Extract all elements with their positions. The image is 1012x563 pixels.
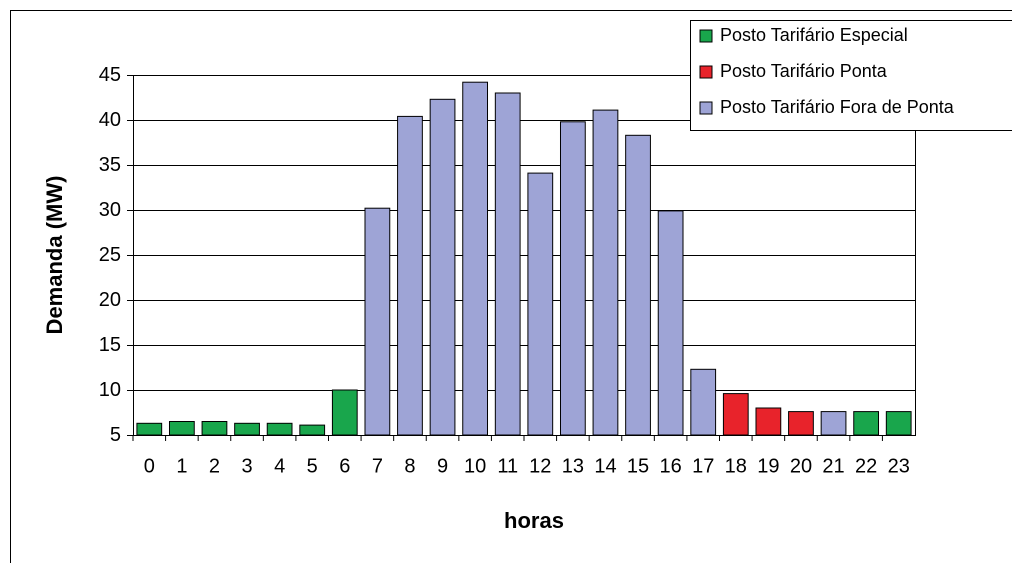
- bar: [494, 92, 521, 436]
- x-tick-label: 15: [627, 455, 649, 477]
- bar: [364, 207, 391, 436]
- legend-label: Posto Tarifário Fora de Ponta: [720, 97, 955, 117]
- bar: [657, 210, 684, 436]
- x-tick-label: 9: [437, 455, 448, 477]
- bar: [592, 109, 619, 436]
- y-tick-label: 45: [99, 64, 121, 86]
- legend-swatch: [699, 101, 713, 115]
- bar: [462, 81, 489, 436]
- x-tick-label: 23: [888, 455, 910, 477]
- bar: [234, 422, 260, 436]
- x-tick-label: 20: [790, 455, 812, 477]
- x-tick-label: 10: [464, 455, 486, 477]
- y-tick-label: 40: [99, 109, 121, 131]
- x-tick-label: 12: [529, 455, 551, 477]
- bar: [527, 172, 554, 436]
- x-tick-label: 0: [144, 455, 155, 477]
- bar: [722, 393, 749, 436]
- x-tick-label: 13: [562, 455, 584, 477]
- bar: [788, 411, 814, 436]
- y-tick-label: 20: [99, 289, 121, 311]
- x-tick-label: 14: [594, 455, 616, 477]
- x-tick-label: 18: [725, 455, 747, 477]
- bar: [397, 115, 423, 436]
- bar: [755, 407, 782, 436]
- bar: [820, 411, 847, 436]
- bar: [559, 121, 586, 436]
- legend-box: [690, 20, 1012, 131]
- x-tick-label: 4: [274, 455, 285, 477]
- x-tick-label: 19: [757, 455, 779, 477]
- x-tick-label: 7: [372, 455, 383, 477]
- y-tick-label: 25: [99, 244, 121, 266]
- bar: [201, 421, 228, 436]
- legend-swatch: [699, 65, 713, 79]
- y-tick-label: 15: [99, 334, 121, 356]
- legend-swatch: [699, 29, 713, 43]
- bar: [853, 411, 880, 436]
- y-tick-label: 30: [99, 199, 121, 221]
- y-tick-label: 10: [99, 379, 121, 401]
- bar: [136, 422, 163, 436]
- bar: [168, 421, 195, 436]
- bar: [625, 134, 651, 436]
- y-tick-label: 5: [110, 424, 121, 446]
- bar: [690, 368, 717, 436]
- x-axis-label: horas: [504, 508, 564, 533]
- x-tick-label: 22: [855, 455, 877, 477]
- x-tick-label: 1: [176, 455, 187, 477]
- y-axis-label: Demanda (MW): [42, 176, 67, 335]
- x-tick-label: 17: [692, 455, 714, 477]
- bar: [429, 98, 456, 436]
- legend-label: Posto Tarifário Especial: [720, 25, 908, 45]
- bar: [266, 422, 293, 436]
- x-tick-label: 21: [822, 455, 844, 477]
- x-tick-label: 6: [339, 455, 350, 477]
- x-tick-label: 2: [209, 455, 220, 477]
- x-tick-label: 8: [404, 455, 415, 477]
- x-tick-label: 16: [660, 455, 682, 477]
- y-tick-label: 35: [99, 154, 121, 176]
- x-tick-label: 11: [497, 455, 518, 477]
- x-tick-label: 5: [307, 455, 318, 477]
- bar: [299, 424, 326, 436]
- x-tick-label: 3: [241, 455, 252, 477]
- bar: [331, 389, 358, 436]
- bar: [885, 411, 912, 436]
- legend-label: Posto Tarifário Ponta: [720, 61, 888, 81]
